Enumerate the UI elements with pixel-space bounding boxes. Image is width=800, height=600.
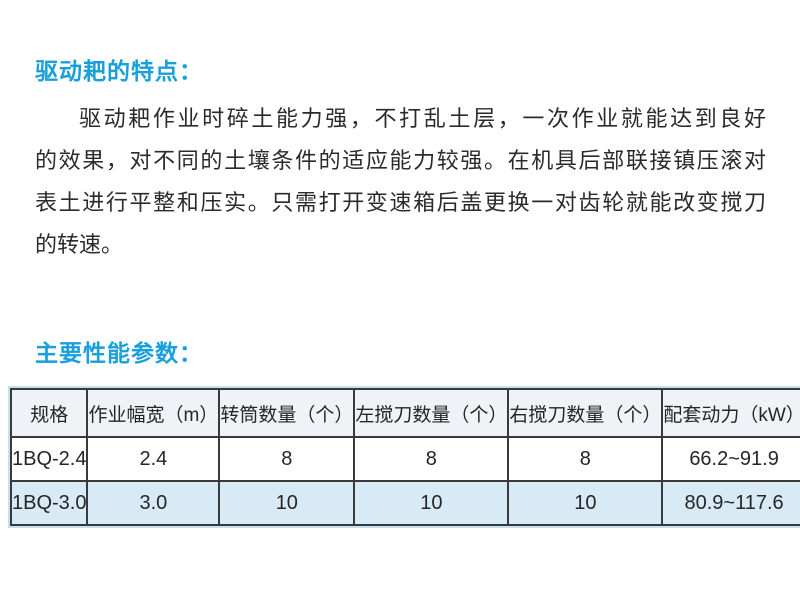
table-cell: 8 [507,436,664,482]
table-cell: 10 [218,480,356,526]
table-cell: 1BQ-3.0 [9,480,89,526]
features-paragraph: 驱动耙作业时碎土能力强，不打乱土层，一次作业就能达到良好 的效果，对不同的土壤条… [35,98,766,266]
paragraph-line: 表土进行平整和压实。只需打开变速箱后盖更换一对齿轮就能改变搅刀 [35,190,766,215]
features-heading: 驱动耙的特点： [35,58,203,84]
specs-table-wrapper: 规格 作业幅宽（m） 转筒数量（个） 左搅刀数量（个） 右搅刀数量（个） 配套动… [8,386,800,528]
table-cell: 3.0 [86,480,221,526]
column-header-spec: 规格 [9,388,89,438]
table-row: 1BQ-2.4 2.4 8 8 8 66.2~91.9 [9,436,800,482]
table-cell: 80.9~117.6 [661,480,800,526]
table-cell: 1BQ-2.4 [9,436,89,482]
table-cell: 66.2~91.9 [661,436,800,482]
table-cell: 8 [353,436,510,482]
paragraph-line: 的效果，对不同的土壤条件的适应能力较强。在机具后部联接镇压滚对 [35,148,766,173]
paragraph-line: 的转速。 [35,232,124,257]
table-cell: 10 [353,480,510,526]
column-header-drum-count: 转筒数量（个） [218,388,356,438]
column-header-matched-power: 配套动力（kW） [661,388,800,438]
column-header-left-blade-count: 左搅刀数量（个） [353,388,510,438]
table-header-row: 规格 作业幅宽（m） 转筒数量（个） 左搅刀数量（个） 右搅刀数量（个） 配套动… [9,388,800,438]
table-cell: 10 [507,480,664,526]
column-header-right-blade-count: 右搅刀数量（个） [507,388,664,438]
specs-table: 规格 作业幅宽（m） 转筒数量（个） 左搅刀数量（个） 右搅刀数量（个） 配套动… [9,388,800,526]
column-header-working-width: 作业幅宽（m） [86,388,221,438]
table-cell: 2.4 [86,436,221,482]
table-cell: 8 [218,436,356,482]
parameters-heading: 主要性能参数： [35,340,203,366]
table-row: 1BQ-3.0 3.0 10 10 10 80.9~117.6 [9,480,800,526]
paragraph-line: 驱动耙作业时碎土能力强，不打乱土层，一次作业就能达到良好 [79,106,766,131]
